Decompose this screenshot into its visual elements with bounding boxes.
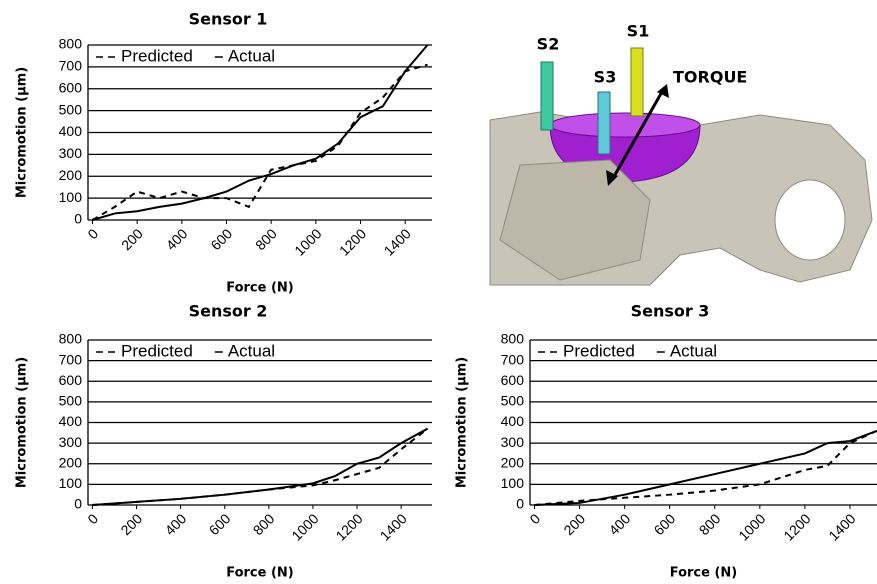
legend-label: Predicted bbox=[563, 341, 635, 360]
x-tick-label: 600 bbox=[207, 225, 235, 253]
x-tick-label: 200 bbox=[560, 510, 588, 538]
sensor-s1 bbox=[631, 48, 643, 116]
x-tick-label: 0 bbox=[84, 225, 101, 242]
x-tick-label: 1400 bbox=[825, 510, 858, 543]
sensor-s3 bbox=[598, 92, 610, 154]
y-tick-label: 0 bbox=[74, 211, 82, 227]
x-tick-label: 200 bbox=[117, 510, 145, 538]
series-line bbox=[535, 431, 877, 505]
y-tick-label: 100 bbox=[59, 475, 83, 491]
y-tick-label: 700 bbox=[501, 351, 525, 367]
y-tick-label: 400 bbox=[59, 413, 83, 429]
x-tick-label: 1400 bbox=[377, 510, 410, 543]
x-tick-label: 600 bbox=[651, 510, 679, 538]
x-tick-label: 1200 bbox=[780, 510, 813, 543]
x-tick-label: 800 bbox=[252, 225, 280, 253]
y-tick-label: 300 bbox=[59, 434, 83, 450]
x-tick-label: 400 bbox=[606, 510, 634, 538]
y-tick-label: 0 bbox=[516, 496, 524, 512]
y-tick-label: 500 bbox=[501, 393, 525, 409]
y-tick-label: 600 bbox=[59, 79, 83, 95]
torque-label: TORQUE bbox=[673, 68, 747, 87]
sensor-label: S1 bbox=[627, 22, 650, 41]
x-axis-label: Force (N) bbox=[226, 281, 294, 296]
x-tick-label: 400 bbox=[162, 510, 190, 538]
y-axis-label: Micromotion (µm) bbox=[15, 357, 30, 488]
x-tick-label: 0 bbox=[84, 510, 101, 527]
y-tick-label: 100 bbox=[59, 189, 83, 205]
y-tick-label: 500 bbox=[59, 393, 83, 409]
y-tick-label: 400 bbox=[501, 413, 525, 429]
series-line bbox=[535, 431, 877, 505]
y-tick-label: 400 bbox=[59, 123, 83, 139]
y-tick-label: 700 bbox=[59, 351, 83, 367]
legend-label: Actual bbox=[228, 341, 275, 360]
y-tick-label: 200 bbox=[59, 167, 83, 183]
y-tick-label: 0 bbox=[74, 496, 82, 512]
x-tick-label: 1000 bbox=[735, 510, 768, 543]
legend-label: Actual bbox=[670, 341, 717, 360]
x-tick-label: 400 bbox=[163, 225, 191, 253]
x-tick-label: 800 bbox=[250, 510, 278, 538]
y-tick-label: 800 bbox=[501, 331, 525, 347]
y-tick-label: 200 bbox=[59, 454, 83, 470]
y-tick-label: 300 bbox=[501, 434, 525, 450]
chart-title: Sensor 1 bbox=[189, 10, 268, 29]
x-tick-label: 0 bbox=[526, 510, 543, 527]
sensor-s2 bbox=[541, 62, 553, 130]
x-tick-label: 1000 bbox=[291, 225, 324, 258]
series-line bbox=[92, 65, 427, 220]
x-tick-label: 1200 bbox=[332, 510, 365, 543]
chart-title: Sensor 2 bbox=[189, 302, 268, 321]
legend-label: Predicted bbox=[121, 341, 193, 360]
x-tick-label: 1000 bbox=[288, 510, 321, 543]
y-axis-label: Micromotion (µm) bbox=[455, 357, 470, 488]
y-tick-label: 300 bbox=[59, 145, 83, 161]
x-tick-label: 1200 bbox=[336, 225, 369, 258]
x-axis-label: Force (N) bbox=[670, 566, 738, 581]
y-tick-label: 100 bbox=[501, 475, 525, 491]
figure: S2 S1 S3 TORQUE Sensor 1 Micromotion (µm)… bbox=[0, 0, 877, 584]
y-tick-label: 600 bbox=[59, 372, 83, 388]
y-tick-label: 800 bbox=[59, 36, 83, 52]
chart-title: Sensor 3 bbox=[631, 302, 710, 321]
y-tick-label: 500 bbox=[59, 101, 83, 117]
y-axis-label: Micromotion (µm) bbox=[15, 67, 30, 198]
x-tick-label: 600 bbox=[206, 510, 234, 538]
x-tick-label: 200 bbox=[118, 225, 146, 253]
series-line bbox=[92, 429, 427, 505]
series-line bbox=[92, 429, 427, 505]
y-tick-label: 200 bbox=[501, 454, 525, 470]
sensor-label: S2 bbox=[537, 35, 560, 54]
y-tick-label: 600 bbox=[501, 372, 525, 388]
legend-label: Predicted bbox=[121, 46, 193, 65]
y-tick-label: 700 bbox=[59, 58, 83, 74]
sensor-label: S3 bbox=[594, 68, 617, 87]
legend-label: Actual bbox=[228, 46, 275, 65]
x-tick-label: 1400 bbox=[381, 225, 414, 258]
cup-rim bbox=[550, 113, 700, 137]
x-tick-label: 800 bbox=[696, 510, 724, 538]
x-axis-label: Force (N) bbox=[226, 566, 294, 581]
illustration: S2 S1 S3 TORQUE bbox=[487, 10, 877, 285]
y-tick-label: 800 bbox=[59, 331, 83, 347]
bone-hole bbox=[775, 180, 845, 260]
